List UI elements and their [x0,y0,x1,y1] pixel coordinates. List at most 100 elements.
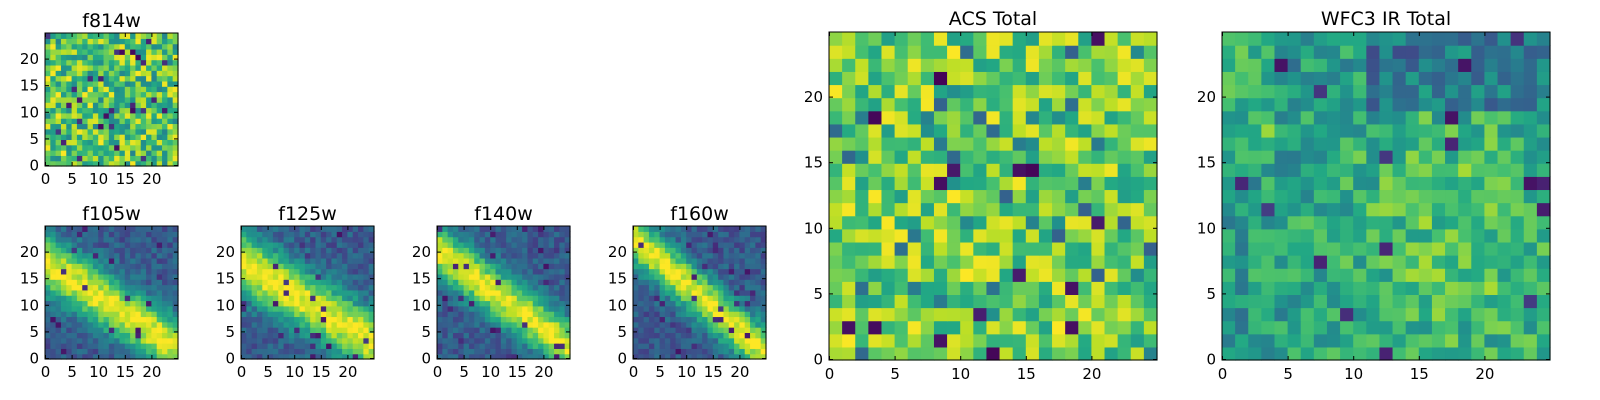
heatmap-cell [1510,58,1525,72]
heatmap-cell [670,327,677,333]
heatmap-cell [146,150,152,156]
heatmap-cell [140,337,147,344]
heatmap-cell [98,128,105,135]
heatmap-cell [1065,307,1079,322]
heatmap-cell [172,128,179,135]
heatmap-cell [933,176,948,191]
heatmap-cell [251,295,258,302]
heatmap-cell [1353,163,1367,177]
heatmap-cell [920,215,935,230]
heatmap-cell [326,268,333,275]
axes-frame [828,31,1158,361]
heatmap-cell [506,273,513,280]
heatmap-cell [538,321,544,328]
heatmap-cell [363,263,370,270]
heatmap-cell [1274,58,1289,72]
heatmap-cell [680,327,687,333]
heatmap-cell [103,155,110,162]
heatmap-cell [119,123,126,130]
heatmap-cell [490,252,497,259]
heatmap-cell [986,71,1001,86]
heatmap-cell [1078,71,1092,86]
heatmap-cell [98,33,105,39]
heatmap-cell [156,316,163,323]
heatmap-cell [55,263,62,270]
heatmap-cell [283,305,290,312]
heatmap-cell [108,86,115,93]
heatmap-cell [256,279,263,286]
heatmap-cell [527,236,534,243]
heatmap-cell [1025,150,1040,164]
heatmap-cell [1287,320,1302,335]
heatmap-cell [262,348,269,355]
heatmap-cell [87,316,94,323]
heatmap-cell [358,236,364,243]
heatmap-cell [92,96,99,103]
heatmap-cell [156,155,163,162]
heatmap-cell [648,295,655,302]
heatmap-cell [1484,84,1499,99]
heatmap-cell [659,289,666,296]
heatmap-cell [548,231,555,238]
heatmap-cell [114,337,121,344]
y-tick-label: 5 [1206,285,1216,303]
heatmap-cell [103,279,110,286]
heatmap-cell [868,84,883,99]
heatmap-cell [1012,333,1027,348]
heatmap-cell [559,343,566,349]
heatmap-cell [358,332,364,339]
heatmap-cell [1405,202,1420,217]
heatmap-cell [468,268,475,275]
heatmap-cell [707,321,714,328]
heatmap-cell [564,231,571,238]
heatmap-cell [1340,307,1354,322]
heatmap-cell [66,273,73,280]
heatmap-cell [299,311,306,318]
heatmap-cell [554,257,560,264]
heatmap-cell [1510,294,1525,309]
heatmap-cell [172,123,179,130]
heatmap-cell [458,316,465,323]
heatmap-cell [638,348,645,355]
heatmap-cell [1130,346,1145,361]
heatmap-cell [973,215,988,230]
heatmap-cell [1300,110,1315,125]
heatmap-cell [933,241,948,256]
heatmap-cell [495,241,502,248]
heatmap-cell [986,110,1001,125]
heatmap-cell [643,300,650,307]
heatmap-cell [829,307,843,322]
heatmap-cell [130,102,137,109]
heatmap-cell [267,321,274,328]
y-tick-label: 10 [216,296,235,314]
heatmap-cell [135,59,142,66]
heatmap-cell [119,134,126,140]
heatmap-cell [920,307,935,322]
heatmap-cell [1510,136,1525,151]
heatmap-cell [267,231,274,238]
heatmap-cell [66,54,73,61]
heatmap-cell [659,284,666,291]
heatmap-cell [162,337,168,344]
heatmap-cell [960,136,974,151]
heatmap-cell [1222,320,1236,335]
heatmap-cell [495,279,502,286]
heatmap-cell [506,241,513,248]
heatmap-cell [452,337,459,344]
heatmap-cell [76,343,83,349]
heatmap-cell [527,327,534,333]
heatmap-cell [1313,136,1328,151]
heatmap-cell [664,231,671,238]
heatmap-cell [140,102,147,109]
heatmap-cell [734,305,740,312]
heatmap-cell [1235,71,1249,86]
heatmap-cell [251,311,258,318]
heatmap-cell [543,268,550,275]
heatmap-cell [855,189,869,204]
heatmap-cell [1025,163,1040,177]
heatmap-cell [363,247,370,254]
heatmap-cell [1222,255,1236,269]
heatmap-cell [82,348,89,355]
heatmap-cell [447,257,454,264]
heatmap-cell [680,284,687,291]
